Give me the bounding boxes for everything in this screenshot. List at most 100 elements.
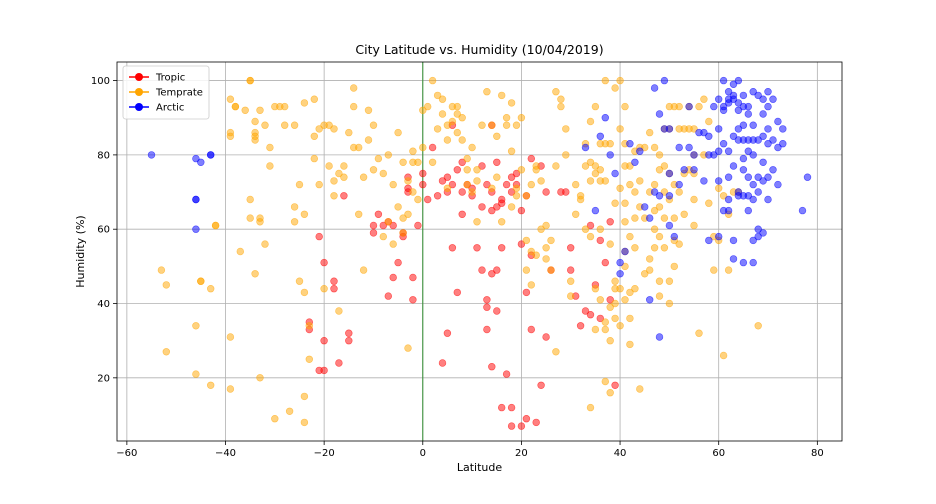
tropic-point: [483, 325, 491, 334]
tropic-point: [611, 381, 619, 389]
temprate-point: [636, 385, 644, 393]
temprate-point: [246, 76, 254, 85]
temprate-point: [626, 162, 634, 170]
temprate-point: [246, 195, 254, 204]
temprate-point: [438, 95, 447, 103]
temprate-point: [700, 95, 708, 103]
temprate-point: [542, 244, 550, 252]
temprate-point: [473, 177, 481, 185]
tropic-point: [542, 188, 550, 196]
temprate-point: [576, 195, 585, 204]
temprate-point: [207, 285, 215, 293]
arctic-point: [754, 225, 762, 233]
arctic-point: [714, 177, 723, 185]
temprate-point: [611, 277, 619, 285]
arctic-point: [764, 87, 772, 96]
temprate-point: [261, 121, 269, 129]
arctic-point: [729, 132, 738, 141]
temprate-point: [246, 214, 254, 222]
temprate-point: [606, 337, 614, 345]
temprate-point: [404, 210, 412, 219]
temprate-point: [384, 151, 392, 159]
temprate-point: [517, 166, 526, 174]
tropic-point: [483, 296, 491, 304]
arctic-point: [739, 91, 748, 100]
arctic-point: [700, 128, 708, 137]
arctic-point: [675, 143, 683, 152]
arctic-point: [749, 180, 757, 189]
arctic-point: [192, 154, 200, 163]
temprate-point: [359, 266, 368, 274]
arctic-point: [616, 270, 624, 278]
temprate-point: [315, 125, 323, 133]
arctic-point: [714, 147, 723, 155]
arctic-point: [798, 206, 807, 215]
tropic-point: [443, 173, 452, 181]
temprate-point: [705, 199, 713, 207]
arctic-point: [705, 236, 713, 245]
arctic-point: [759, 177, 767, 185]
arctic-point: [591, 206, 600, 215]
tropic-point: [394, 258, 402, 267]
y-tick-label: 40: [97, 299, 110, 310]
temprate-point: [507, 203, 516, 211]
arctic-point: [729, 95, 738, 103]
tropic-point: [409, 296, 417, 304]
arctic-point: [754, 136, 762, 144]
arctic-point: [744, 173, 752, 181]
tropic-point: [320, 258, 328, 267]
temprate-point: [626, 340, 634, 349]
temprate-point: [369, 166, 378, 174]
temprate-point: [453, 110, 461, 118]
arctic-point: [764, 125, 772, 133]
temprate-point: [621, 102, 629, 111]
tropic-point: [458, 188, 466, 196]
temprate-point: [310, 95, 318, 103]
temprate-point: [591, 285, 600, 293]
temprate-point: [266, 143, 274, 152]
temprate-point: [690, 195, 698, 204]
arctic-point: [719, 106, 728, 115]
arctic-point: [710, 151, 718, 159]
temprate-point: [670, 262, 678, 271]
temprate-point: [631, 214, 639, 222]
tropic-point: [596, 314, 604, 323]
temprate-point: [586, 117, 595, 126]
tropic-point: [419, 180, 427, 189]
temprate-point: [645, 255, 654, 263]
arctic-point: [700, 177, 708, 185]
temprate-point: [621, 262, 629, 271]
temprate-point: [586, 177, 595, 185]
tropic-point: [483, 303, 491, 311]
temprate-point: [552, 87, 560, 96]
temprate-point: [305, 322, 313, 330]
temprate-point: [493, 132, 501, 141]
temprate-point: [488, 184, 496, 193]
temprate-point: [581, 225, 590, 233]
tropic-point: [369, 221, 378, 230]
temprate-point: [606, 240, 614, 248]
temprate-point: [650, 180, 659, 189]
temprate-point: [226, 132, 235, 141]
arctic-point: [724, 87, 733, 96]
tropic-point: [566, 244, 575, 252]
temprate-point: [330, 177, 338, 185]
temprate-point: [616, 322, 624, 330]
arctic-point: [650, 84, 659, 92]
temprate-point: [566, 277, 575, 285]
temprate-point: [596, 225, 604, 233]
temprate-point: [522, 266, 531, 274]
arctic-point: [744, 110, 752, 118]
temprate-point: [754, 322, 762, 330]
tropic-point: [428, 143, 437, 152]
temprate-point: [236, 247, 245, 256]
tropic-point: [606, 296, 614, 304]
temprate-point: [330, 125, 338, 133]
temprate-point: [650, 206, 659, 215]
arctic-point: [660, 76, 669, 85]
temprate-point: [473, 166, 481, 174]
arctic-point: [685, 143, 693, 152]
temprate-point: [310, 132, 318, 141]
points-layer: [147, 76, 812, 430]
temprate-point: [655, 203, 664, 211]
